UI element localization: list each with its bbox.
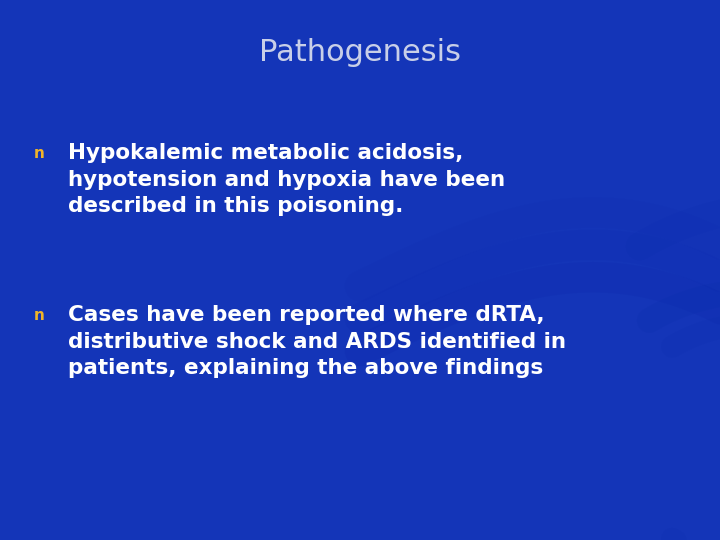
Text: n: n [34,308,45,323]
Text: n: n [34,146,45,161]
Text: Hypokalemic metabolic acidosis,
hypotension and hypoxia have been
described in t: Hypokalemic metabolic acidosis, hypotens… [68,143,505,216]
Text: Cases have been reported where dRTA,
distributive shock and ARDS identified in
p: Cases have been reported where dRTA, dis… [68,305,567,378]
Text: Pathogenesis: Pathogenesis [259,38,461,67]
